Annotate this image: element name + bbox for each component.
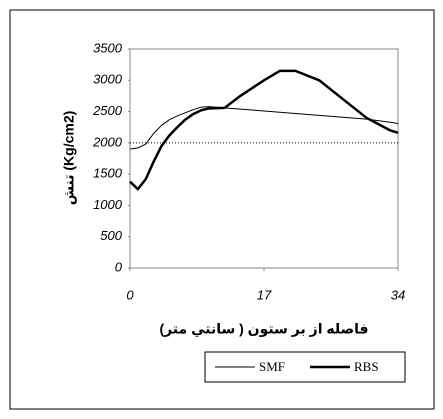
- y-tick-label: 1000: [93, 197, 123, 212]
- y-tick-label: 3500: [93, 40, 123, 55]
- y-axis-title: تنش (Kg/cm2): [61, 111, 77, 206]
- y-tick-label: 2500: [92, 103, 123, 118]
- y-tick-label: 2000: [92, 134, 123, 149]
- legend-label: SMF: [259, 359, 285, 374]
- x-tick-label: 17: [257, 287, 272, 302]
- y-tick-label: 3000: [93, 72, 123, 87]
- legend-box: [204, 351, 406, 383]
- legend-label: RBS: [354, 359, 379, 374]
- y-tick-label: 500: [100, 228, 122, 243]
- x-axis-title: فاصله از بر ستون ( سانتي متر): [159, 321, 368, 338]
- outer-frame: [9, 9, 435, 410]
- plot-frame: [129, 48, 399, 269]
- series-line: [129, 106, 399, 150]
- x-tick-label: 34: [391, 287, 405, 302]
- y-tick-label: 0: [115, 259, 123, 274]
- x-tick-label: 0: [126, 287, 134, 302]
- series-line: [129, 69, 399, 191]
- y-tick-label: 1500: [93, 166, 123, 181]
